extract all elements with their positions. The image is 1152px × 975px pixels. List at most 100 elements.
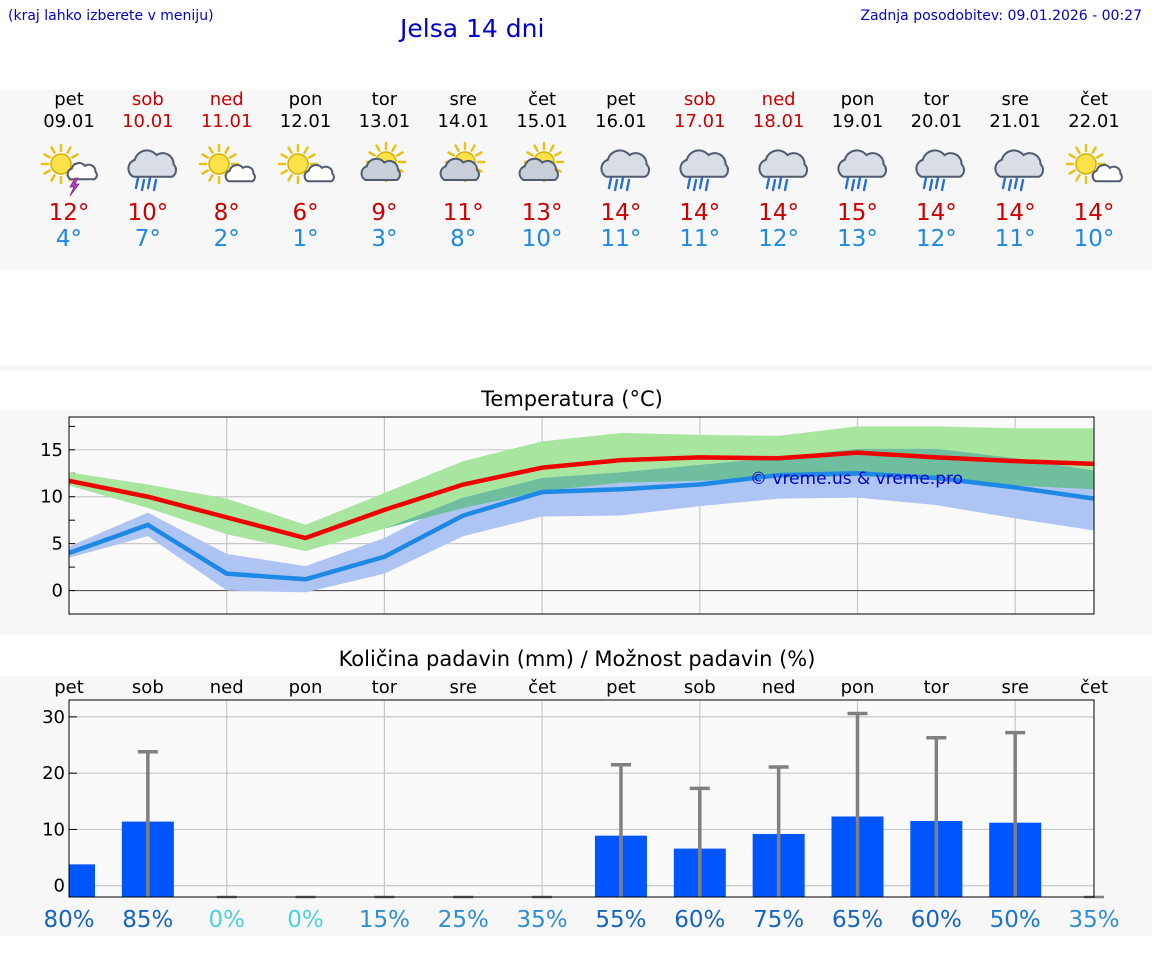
y-tick-label: 0 [52, 581, 63, 602]
y-tick-label: 20 [42, 763, 65, 784]
day-name: sre [1001, 89, 1029, 110]
precipitation-probability: 0% [287, 907, 324, 933]
precipitation-chart-title: Količina padavin (mm) / Možnost padavin … [338, 647, 816, 671]
sun-small-cloud-icon [198, 143, 256, 185]
min-temperature: 10° [521, 226, 563, 252]
x-category-label: tor [924, 677, 950, 698]
day-date: 14.01 [437, 111, 490, 132]
precipitation-probability: 85% [122, 907, 173, 933]
day-name: tor [923, 89, 950, 110]
min-temperature: 12° [758, 226, 800, 252]
day-column: sre 14.01 11° 8° [423, 89, 503, 253]
y-tick-label: 5 [52, 534, 63, 555]
max-temperature: 14° [679, 200, 721, 226]
x-category-label: pet [606, 677, 636, 698]
precipitation-probability: 75% [753, 907, 804, 933]
min-temperature: 11° [994, 226, 1036, 252]
plot-frame [68, 416, 1095, 615]
x-category-label: pon [841, 677, 875, 698]
min-temperature-line [68, 471, 1095, 582]
day-column: ned 18.01 14° 12° [739, 90, 819, 252]
day-date: 22.01 [1068, 111, 1120, 132]
day-date: 13.01 [358, 111, 411, 132]
precipitation-probability: 35% [517, 907, 568, 933]
day-date: 17.01 [674, 111, 726, 132]
max-temperature: 12° [48, 200, 90, 226]
day-column: ned 11.01 8° 2° [187, 90, 267, 252]
x-category-label: sob [132, 677, 164, 698]
panel-divider [0, 365, 1152, 371]
min-temperature: 10° [1073, 226, 1115, 252]
min-temperature: 2° [213, 226, 240, 252]
day-date: 21.01 [989, 111, 1041, 132]
max-temperature: 9° [371, 200, 398, 226]
precipitation-probability: 80% [43, 907, 94, 933]
x-category-label: ned [762, 677, 796, 698]
min-temperature: 4° [55, 226, 83, 252]
min-temp-range-band [69, 448, 1095, 593]
y-tick-label: 10 [42, 819, 65, 840]
max-temperature: 14° [758, 200, 800, 226]
min-temperature: 12° [915, 226, 957, 252]
precipitation-probability: 35% [1068, 907, 1119, 933]
day-date: 12.01 [279, 111, 332, 132]
day-column: pon 19.01 15° 13° [818, 90, 898, 252]
sun-cloud-thunder-icon [40, 143, 98, 197]
precipitation-probability: 65% [832, 907, 883, 933]
watermark: © vreme.us & vreme.pro [750, 469, 963, 489]
max-temperature-line [68, 450, 1095, 541]
day-name: ned [209, 89, 244, 110]
day-column: sre 21.01 14° 11° [975, 90, 1055, 252]
max-temperature: 10° [127, 200, 169, 226]
x-category-label: sre [1001, 677, 1028, 698]
cloud-rain-icon [915, 149, 966, 192]
day-date: 10.01 [122, 111, 174, 132]
cloud-rain-icon [758, 149, 808, 192]
cloud-rain-icon [127, 149, 177, 192]
y-tick-label: 30 [42, 707, 65, 728]
day-name: čet [528, 89, 557, 110]
last-updated: Zadnja posodobitev: 09.01.2026 - 00:27 [860, 8, 1142, 24]
day-name: sob [683, 89, 716, 110]
precipitation-probability: 60% [674, 907, 725, 933]
day-column: tor 13.01 9° 3° [344, 89, 424, 253]
x-category-label: čet [1080, 677, 1108, 698]
day-name: pet [606, 89, 636, 110]
min-temperature: 1° [292, 226, 319, 252]
precipitation-probability: 0% [208, 907, 245, 933]
plot-frame [68, 699, 1095, 898]
day-column: tor 20.01 14° 12° [896, 90, 976, 252]
day-name: sre [449, 89, 477, 110]
cloud-rain-icon [836, 149, 887, 192]
precipitation-bar [69, 864, 95, 897]
precipitation-probability: 25% [438, 907, 489, 933]
x-category-label: sre [450, 677, 477, 698]
precipitation-probability: 50% [990, 907, 1041, 933]
day-date: 16.01 [595, 111, 647, 132]
sun-small-cloud-icon [1065, 143, 1123, 185]
day-date: 20.01 [910, 111, 963, 132]
x-category-label: pon [289, 677, 323, 698]
x-category-label: ned [210, 677, 244, 698]
day-date: 09.01 [43, 111, 95, 132]
day-column: pet 09.01 12° 4° [29, 90, 109, 252]
min-temperature: 13° [837, 226, 878, 252]
sun-cloud-icon [439, 141, 486, 183]
cloud-rain-icon [600, 149, 650, 192]
max-temperature: 15° [837, 200, 878, 226]
day-name: pet [54, 89, 84, 110]
day-column: pet 16.01 14° 11° [581, 90, 661, 252]
max-temperature: 14° [1073, 200, 1115, 226]
sun-small-cloud-icon [277, 143, 335, 185]
day-name: čet [1080, 89, 1109, 110]
day-name: pon [840, 89, 875, 110]
cloud-rain-icon [679, 149, 729, 192]
day-name: tor [371, 89, 398, 110]
max-temperature: 13° [521, 200, 563, 226]
day-column: pon 12.01 6° 1° [266, 90, 346, 252]
x-category-label: sob [684, 677, 716, 698]
day-name: sob [131, 89, 164, 110]
day-name: ned [761, 89, 796, 110]
day-column: sob 10.01 10° 7° [108, 90, 188, 252]
